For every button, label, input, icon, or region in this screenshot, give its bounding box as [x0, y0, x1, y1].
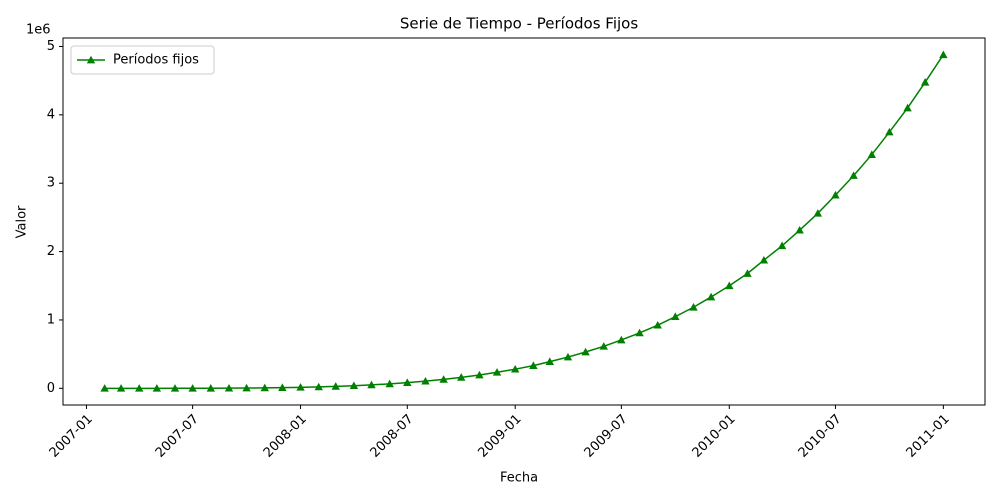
data-point [689, 303, 698, 311]
legend-marker [86, 55, 96, 64]
data-point [725, 281, 734, 290]
legend-label: Períodos fijos [113, 53, 199, 68]
data-point [367, 380, 376, 389]
y-tick-label: 5 [47, 39, 55, 54]
data-point [813, 209, 823, 217]
data-point [349, 381, 359, 390]
x-tick-label: 2007-07 [153, 412, 202, 461]
data-point [581, 347, 590, 356]
data-point [706, 292, 716, 301]
data-point [331, 382, 340, 390]
data-point [920, 78, 930, 86]
x-tick-label: 2009-07 [582, 412, 631, 461]
x-tick-label: 2011-01 [904, 412, 953, 461]
data-point [635, 328, 644, 337]
data-point [100, 384, 109, 392]
y-tick-label: 0 [47, 381, 55, 396]
y-tick-label: 3 [47, 176, 55, 191]
data-point [260, 383, 269, 392]
data-point [116, 384, 126, 392]
chart-title: Serie de Tiempo - Períodos Fijos [400, 15, 639, 33]
data-point [529, 361, 538, 369]
data-point [135, 384, 144, 392]
data-point [206, 384, 216, 392]
data-point [939, 50, 948, 59]
data-point [795, 225, 804, 234]
y-tick-label: 4 [47, 107, 55, 122]
data-point [867, 150, 877, 158]
y-tick-label: 2 [47, 244, 55, 259]
plot-frame [62, 37, 986, 406]
data-point [617, 335, 626, 344]
data-point [457, 373, 466, 381]
x-tick-label: 2010-07 [796, 412, 845, 461]
data-point [475, 370, 484, 379]
data-point [545, 357, 555, 365]
series-line [104, 54, 944, 390]
data-point [885, 127, 894, 136]
data-point [831, 190, 840, 199]
data-point [849, 171, 858, 179]
legend-box [70, 45, 215, 75]
y-offset-label: 1e6 [26, 23, 51, 38]
x-tick-label: 2008-01 [261, 412, 310, 461]
x-tick-label: 2010-01 [690, 412, 739, 461]
y-axis-label: Valor [15, 205, 30, 238]
data-point [152, 384, 162, 392]
x-tick-label: 2007-01 [47, 412, 96, 461]
data-point [170, 384, 180, 392]
data-point [314, 382, 323, 391]
legend: Períodos fijos [70, 45, 215, 75]
data-point [385, 379, 394, 388]
data-point [903, 103, 912, 112]
data-point [777, 241, 787, 250]
x-tick-label: 2009-01 [475, 412, 524, 461]
data-point [671, 312, 680, 320]
data-point [599, 342, 608, 350]
x-axis-label: Fecha [500, 471, 538, 486]
data-point [403, 378, 412, 386]
data-point [439, 375, 448, 383]
data-point [242, 383, 251, 392]
data-point [759, 255, 769, 264]
y-tick-label: 1 [47, 312, 55, 327]
data-point [563, 352, 573, 361]
data-point [743, 269, 752, 277]
data-point [296, 383, 305, 391]
data-point [511, 364, 520, 373]
x-tick-label: 2008-07 [368, 412, 417, 461]
data-point [421, 376, 430, 385]
data-point [188, 384, 197, 392]
data-point [224, 383, 234, 392]
data-point [278, 383, 287, 391]
data-point [653, 320, 662, 329]
data-point [492, 368, 502, 376]
